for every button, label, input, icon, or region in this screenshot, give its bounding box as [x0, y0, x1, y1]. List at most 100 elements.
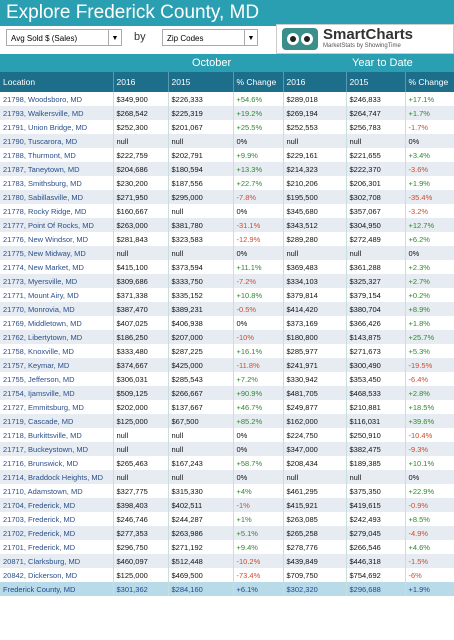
value-cell: $415,100: [113, 260, 169, 274]
value-cell: $343,512: [283, 218, 347, 232]
value-cell: +25.7%: [405, 330, 454, 344]
row: 21718, Burkittsville, MD null null 0% $224,7…: [0, 428, 454, 442]
value-cell: $334,103: [283, 274, 347, 288]
row: 21788, Thurmont, MD $222,759 $202,791 +9.9%…: [0, 148, 454, 162]
value-cell: $289,280: [283, 232, 347, 246]
value-cell: -1.5%: [405, 554, 454, 568]
value-cell: $242,493: [346, 512, 406, 526]
table: Location 2016 2015% Change 2016 2015% Change…: [0, 72, 454, 596]
location-cell: 21703, Frederick, MD: [0, 512, 114, 526]
value-cell: $246,833: [346, 92, 406, 106]
value-cell: $67,500: [168, 414, 234, 428]
location-cell: 21757, Keymar, MD: [0, 358, 114, 372]
value-cell: +54.6%: [233, 92, 284, 106]
row: 21793, Walkersville, MD $268,542 $225,319 +…: [0, 106, 454, 120]
value-cell: +17.1%: [405, 92, 454, 106]
value-cell: $296,688: [346, 582, 406, 596]
value-cell: +7.2%: [233, 372, 284, 386]
value-cell: $256,783: [346, 120, 406, 134]
row: 21754, Ijamsville, MD $509,125 $266,667 +90…: [0, 386, 454, 400]
value-cell: $406,938: [168, 316, 234, 330]
value-cell: $268,542: [113, 106, 169, 120]
value-cell: -73.4%: [233, 568, 284, 582]
value-cell: -0.5%: [233, 302, 284, 316]
value-cell: +19.2%: [233, 106, 284, 120]
value-cell: +0.2%: [405, 288, 454, 302]
grouping-dropdown[interactable]: Zip Codes ▼: [162, 29, 258, 46]
column-header: % Change: [405, 72, 454, 92]
value-cell: $160,667: [113, 204, 169, 218]
arrow: ▼: [244, 30, 257, 45]
value-cell: $210,881: [346, 400, 406, 414]
value-cell: -1%: [233, 498, 284, 512]
location-cell: 21716, Brunswick, MD: [0, 456, 114, 470]
row: 21791, Union Bridge, MD $252,300 $201,067 +…: [0, 120, 454, 134]
value-cell: +8.9%: [405, 302, 454, 316]
row: 21780, Sabillasville, MD $271,950 $295,000…: [0, 190, 454, 204]
value-cell: $207,000: [168, 330, 234, 344]
value-cell: $271,950: [113, 190, 169, 204]
value-cell: $295,000: [168, 190, 234, 204]
value-cell: $353,450: [346, 372, 406, 386]
value-cell: -6%: [405, 568, 454, 582]
logo-subtitle: MarketStats by ShowingTime: [323, 43, 401, 49]
value-cell: $398,403: [113, 498, 169, 512]
column-header: 2016: [283, 72, 347, 92]
value-cell: $304,950: [346, 218, 406, 232]
value-cell: $375,350: [346, 484, 406, 498]
value-cell: $208,434: [283, 456, 347, 470]
location-cell: 21783, Smithsburg, MD: [0, 176, 114, 190]
value-cell: $380,704: [346, 302, 406, 316]
value-cell: 0%: [405, 134, 454, 148]
location-cell: 21775, New Midway, MD: [0, 246, 114, 260]
value-cell: +25.5%: [233, 120, 284, 134]
value-cell: $373,594: [168, 260, 234, 274]
value-cell: 0%: [233, 428, 284, 442]
value-cell: $269,194: [283, 106, 347, 120]
value-cell: null: [346, 134, 406, 148]
value-cell: +18.5%: [405, 400, 454, 414]
value-cell: null: [113, 428, 169, 442]
metric: Avg Sold $ (Sales): [11, 34, 78, 43]
value-cell: $202,791: [168, 148, 234, 162]
location-cell: 21754, Ijamsville, MD: [0, 386, 114, 400]
value-cell: $162,000: [283, 414, 347, 428]
row: 21714, Braddock Heights, MD null null 0% nul…: [0, 470, 454, 484]
row: 21773, Myersville, MD $309,686 $333,750 -7.…: [0, 274, 454, 288]
location-cell: 21773, Myersville, MD: [0, 274, 114, 288]
value-cell: $289,018: [283, 92, 347, 106]
location-cell: 21793, Walkersville, MD: [0, 106, 114, 120]
header-row: Location 2016 2015% Change 2016 2015% Change: [0, 72, 454, 92]
value-cell: +22.7%: [233, 176, 284, 190]
value-cell: $278,776: [283, 540, 347, 554]
grouping: Zip Codes: [167, 34, 204, 43]
location-cell: Frederick County, MD: [0, 582, 114, 596]
value-cell: +1.9%: [405, 176, 454, 190]
value-cell: $137,667: [168, 400, 234, 414]
value-cell: $222,759: [113, 148, 169, 162]
logo[interactable]: SmartCharts MarketStats by ShowingTime: [276, 24, 454, 54]
value-cell: $266,667: [168, 386, 234, 400]
value-cell: $271,673: [346, 344, 406, 358]
value-cell: $306,031: [113, 372, 169, 386]
logo-icon: [282, 28, 318, 50]
column-header: % Change: [233, 72, 284, 92]
value-cell: $366,426: [346, 316, 406, 330]
value-cell: +90.9%: [233, 386, 284, 400]
value-cell: +5.3%: [405, 344, 454, 358]
value-cell: null: [113, 134, 169, 148]
row: 21701, Frederick, MD $296,750 $271,192 +9.4…: [0, 540, 454, 554]
title: Explore Frederick County, MD: [6, 2, 260, 23]
value-cell: +9.9%: [233, 148, 284, 162]
row: 21727, Emmitsburg, MD $202,000 $137,667 +46…: [0, 400, 454, 414]
location-cell: 21704, Frederick, MD: [0, 498, 114, 512]
value-cell: $263,085: [283, 512, 347, 526]
value-cell: $224,750: [283, 428, 347, 442]
value-cell: -7.2%: [233, 274, 284, 288]
value-cell: $468,533: [346, 386, 406, 400]
metric-dropdown[interactable]: Avg Sold $ (Sales) ▼: [6, 29, 122, 46]
value-cell: $379,814: [283, 288, 347, 302]
value-cell: -1.7%: [405, 120, 454, 134]
row: 21787, Taneytown, MD $204,686 $180,594 +13.…: [0, 162, 454, 176]
value-cell: $186,250: [113, 330, 169, 344]
